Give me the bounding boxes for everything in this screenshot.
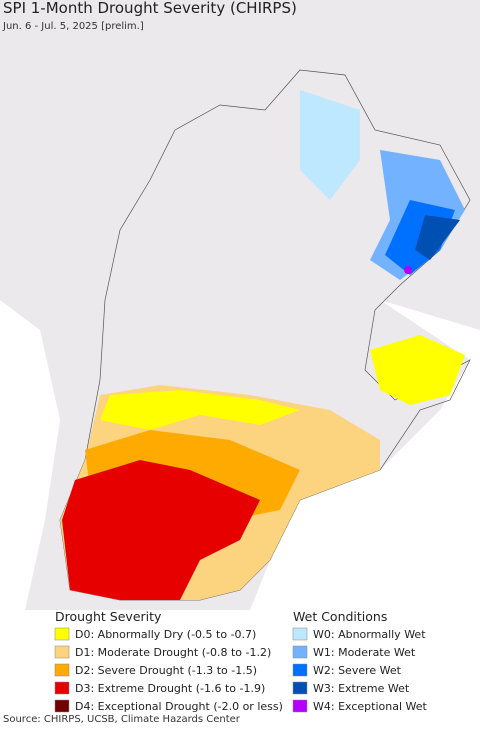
w0-area <box>300 90 360 200</box>
legend: Drought Severity D0: Abnormally Dry (-0.5… <box>54 609 428 713</box>
source: Source: CHIRPS, UCSB, Climate Hazards Ce… <box>3 714 241 725</box>
w3-area <box>415 215 460 260</box>
d0-area <box>100 390 300 430</box>
atlantic-ocean <box>250 300 480 610</box>
legend-swatch <box>54 681 70 695</box>
legend-heading: Drought Severity <box>55 609 162 624</box>
legend-label: D4: Exceptional Drought (-2.0 or less) <box>75 700 283 713</box>
legend-label: W1: Moderate Wet <box>313 646 416 659</box>
legend-heading: Wet Conditions <box>293 609 387 624</box>
legend-swatch <box>54 645 70 659</box>
subtitle: Jun. 6 - Jul. 5, 2025 [prelim.] <box>2 21 144 32</box>
d3-area <box>62 460 260 600</box>
legend-swatch <box>292 627 308 641</box>
legend-label: D2: Severe Drought (-1.3 to -1.5) <box>75 664 257 677</box>
legend-swatch <box>54 663 70 677</box>
legend-swatch <box>54 699 70 713</box>
title: SPI 1-Month Drought Severity (CHIRPS) <box>3 0 297 17</box>
country-region <box>59 69 471 601</box>
legend-label: D1: Moderate Drought (-0.8 to -1.2) <box>75 646 271 659</box>
legend-label: W4: Exceptional Wet <box>313 700 428 713</box>
legend-label: W3: Extreme Wet <box>313 682 410 695</box>
legend-label: W0: Abnormally Wet <box>313 628 426 641</box>
legend-label: D0: Abnormally Dry (-0.5 to -0.7) <box>75 628 256 641</box>
d0-area-east <box>370 335 465 405</box>
w4-spot <box>404 266 412 274</box>
legend-swatch <box>292 663 308 677</box>
legend-swatch <box>292 645 308 659</box>
legend-label: D3: Extreme Drought (-1.6 to -1.9) <box>75 682 265 695</box>
map <box>0 0 480 610</box>
legend-swatch <box>292 681 308 695</box>
legend-swatch <box>292 699 308 713</box>
legend-label: W2: Severe Wet <box>313 664 402 677</box>
legend-swatch <box>54 627 70 641</box>
pacific-ocean <box>0 300 60 610</box>
